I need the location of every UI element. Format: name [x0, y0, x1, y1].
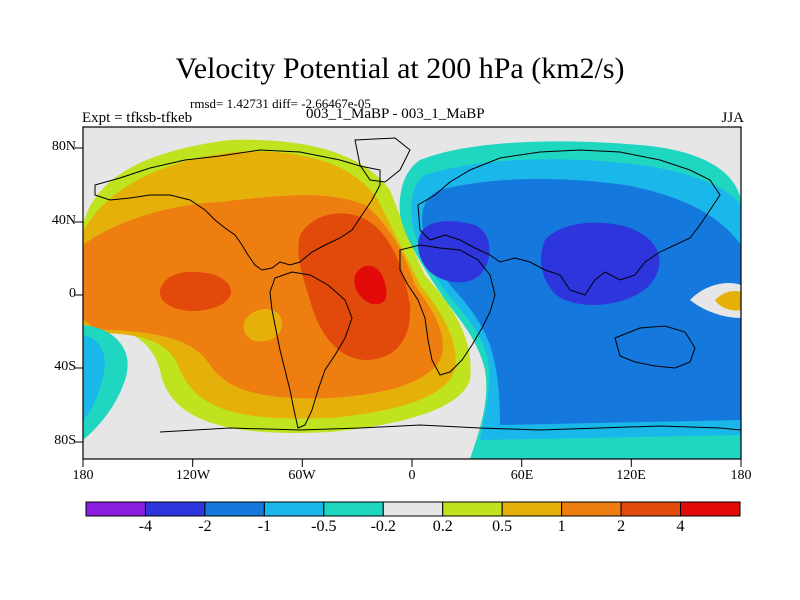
stats-line: rmsd= 1.42731 diff= -2.66467e-05 [190, 96, 371, 111]
x-tick-120e: 120E [616, 468, 646, 483]
x-tick-120w: 120W [175, 468, 211, 483]
contour-field [83, 127, 741, 459]
coastlines [94, 137, 741, 433]
case-label: 003_1_MaBP - 003_1_MaBP [306, 106, 485, 122]
colorbar-label: 2 [617, 518, 626, 535]
colorbar-swatch [144, 501, 206, 517]
colorbar-label: -0.2 [370, 518, 396, 535]
coast-eurasia [417, 149, 721, 296]
coast-australia [614, 325, 696, 369]
y-tick-80s: 80S [54, 433, 76, 448]
colorbar-swatch [204, 501, 265, 517]
colorbar-label: -0.5 [311, 518, 337, 535]
y-tick-80n: 80N [51, 139, 76, 154]
axis-ticks [75, 147, 742, 467]
coast-africa [399, 244, 496, 376]
coast-antarctica [159, 424, 741, 433]
colorbar-label: 0.2 [432, 518, 453, 535]
x-tick-180e: 180 [730, 468, 752, 483]
contour-2 [159, 213, 411, 360]
x-tick-0: 0 [408, 468, 416, 483]
colorbar-label: 4 [676, 518, 685, 535]
map-title: Velocity Potential at 200 hPa (km2/s) [175, 52, 625, 85]
y-tick-40n: 40N [51, 213, 76, 228]
y-tick-0: 0 [69, 286, 76, 301]
colorbar-swatch [323, 501, 384, 517]
colorbar-swatch [561, 501, 622, 517]
y-tick-40s: 40S [54, 359, 76, 374]
colorbar-swatch [85, 501, 146, 517]
coast-greenland [354, 137, 411, 183]
x-tick-180w: 180 [72, 468, 94, 483]
colorbar-swatch [501, 501, 563, 517]
colorbar [85, 501, 741, 517]
contour-4 [354, 265, 387, 305]
x-tick-60w: 60W [288, 468, 316, 483]
colorbar-label: 0.5 [492, 518, 513, 535]
colorbar-label: -1 [257, 518, 272, 535]
contour-pos-east [715, 290, 741, 311]
colorbar-swatch [382, 501, 444, 517]
contour-neg-west-blue [83, 335, 105, 420]
colorbar-swatch [263, 501, 325, 517]
colorbar-label: -4 [138, 518, 153, 535]
contour-0p5-inner [243, 308, 283, 342]
colorbar-swatch [620, 501, 682, 517]
coast-north-america [94, 149, 381, 271]
colorbar-swatch [680, 501, 741, 517]
experiment-label: Expt = tfksb-tfkeb [82, 110, 193, 126]
coast-south-america [269, 271, 353, 429]
season-label: JJA [721, 110, 744, 126]
colorbar-swatch [442, 501, 503, 517]
colorbar-label: -2 [198, 518, 212, 535]
contour-neg-2 [418, 221, 660, 305]
x-tick-60e: 60E [510, 468, 534, 483]
colorbar-label: 1 [557, 518, 566, 535]
